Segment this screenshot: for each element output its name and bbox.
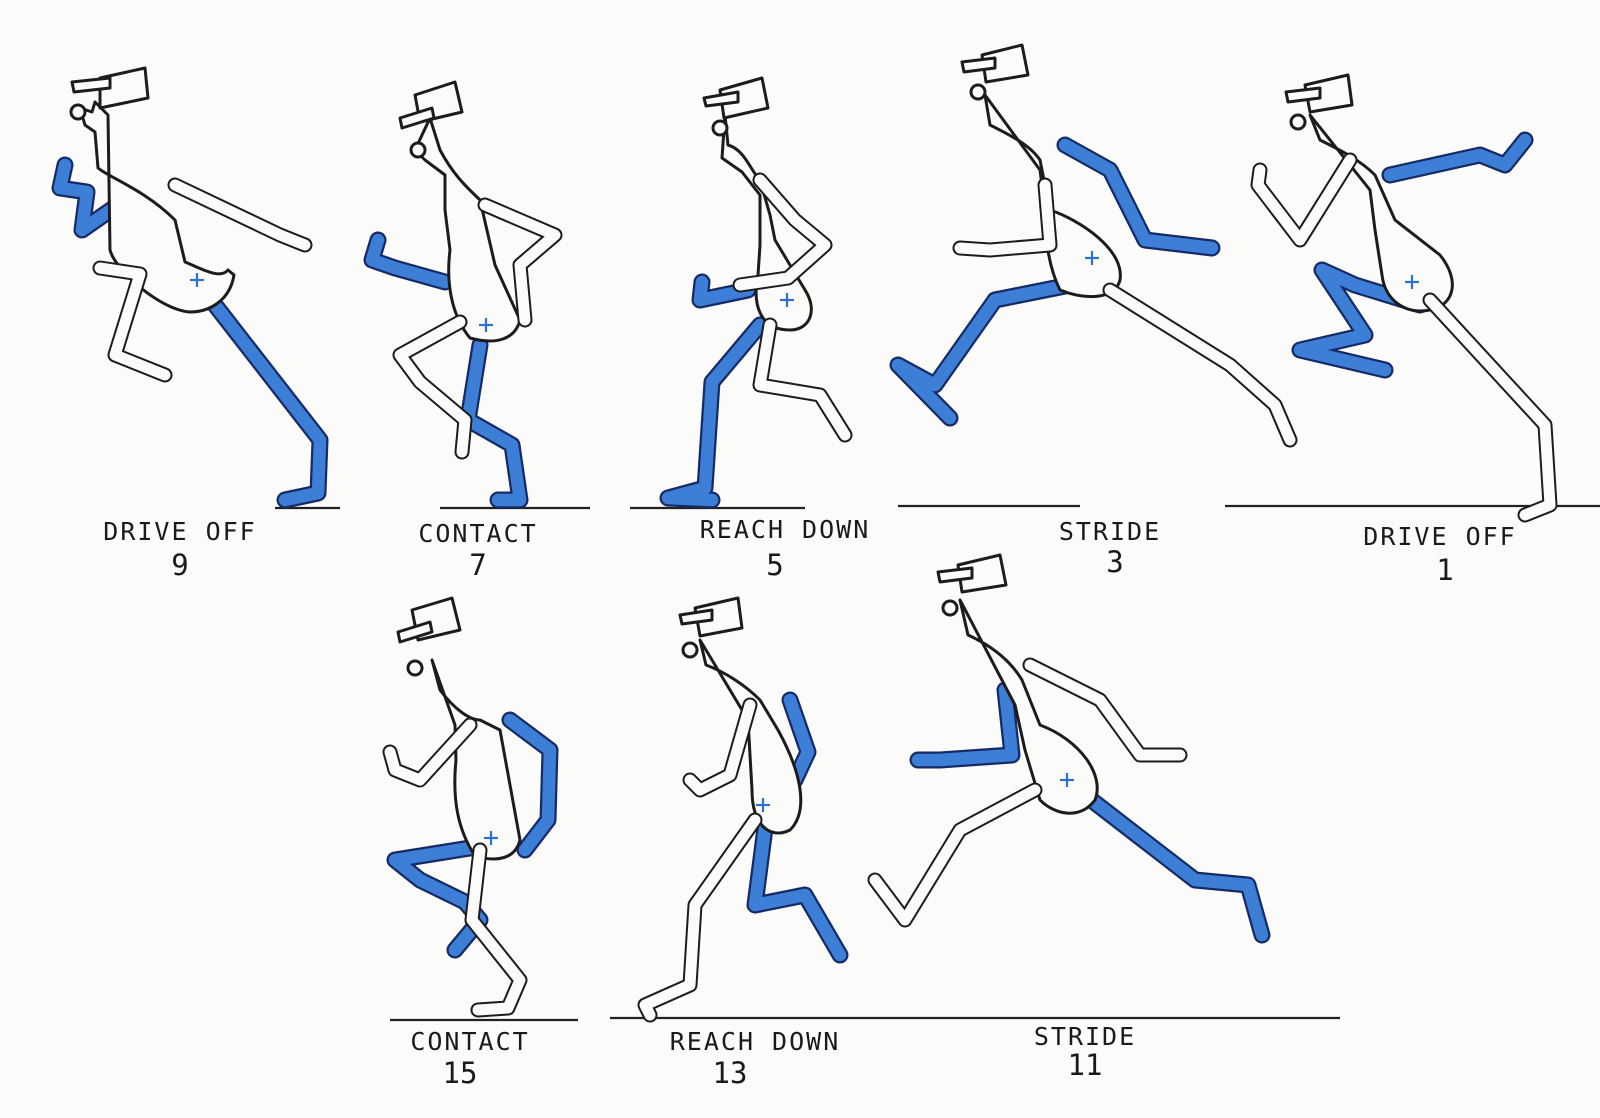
- frame-number: 7: [469, 548, 486, 582]
- runner-frame-5: [659, 76, 853, 509]
- runner-frame-3: [889, 43, 1298, 448]
- near-leg: [1424, 294, 1556, 521]
- runner-frame-7: [363, 80, 563, 509]
- frame-label: REACH DOWN: [670, 1027, 841, 1056]
- hat: [718, 76, 770, 120]
- near-arm: [384, 719, 476, 786]
- near-arm: [1252, 154, 1356, 246]
- near-leg: [94, 262, 171, 381]
- nose: [969, 83, 987, 101]
- frame-number: 11: [1068, 1048, 1103, 1082]
- hat: [693, 596, 744, 638]
- frame-label: DRIVE OFF: [1363, 522, 1516, 551]
- torso: [983, 93, 1122, 299]
- nose: [69, 103, 87, 121]
- runner-frame-11: [867, 553, 1271, 944]
- runner-frame-13: [637, 596, 849, 1023]
- far-arm: [909, 681, 1021, 769]
- near-leg: [466, 844, 526, 1016]
- torso: [958, 598, 1099, 815]
- frame-number: 13: [713, 1056, 748, 1090]
- near-leg: [1104, 284, 1296, 446]
- hat: [980, 43, 1030, 84]
- near-arm: [1024, 659, 1186, 761]
- near-arm: [734, 174, 831, 291]
- frame-label: REACH DOWN: [700, 515, 871, 544]
- runner-frame-9: [51, 66, 329, 509]
- nose: [1289, 113, 1307, 131]
- frame-number: 3: [1106, 545, 1123, 579]
- runner-frame-1: [1250, 73, 1558, 523]
- frame-label: STRIDE: [1034, 1022, 1136, 1051]
- near-arm: [684, 699, 756, 796]
- nose: [711, 119, 729, 137]
- near-leg: [394, 316, 471, 458]
- frame-label: CONTACT: [418, 519, 537, 548]
- near-leg: [639, 814, 761, 1021]
- torso: [698, 638, 803, 835]
- torso: [430, 658, 522, 861]
- torso: [78, 100, 236, 314]
- near-arm: [169, 179, 311, 251]
- frame-number: 1: [1436, 553, 1453, 587]
- nose: [409, 141, 427, 159]
- nose: [681, 641, 699, 659]
- near-leg: [869, 784, 1041, 926]
- nose: [406, 659, 424, 677]
- near-arm: [954, 179, 1056, 256]
- near-arm: [479, 199, 561, 326]
- hat: [1303, 73, 1354, 114]
- frame-label: CONTACT: [410, 1027, 529, 1056]
- torso: [413, 116, 522, 343]
- hat: [956, 553, 1008, 594]
- runner-frame-15: [382, 596, 559, 1018]
- frame-number: 9: [171, 548, 188, 582]
- frame-label: STRIDE: [1059, 517, 1161, 546]
- frame-label: DRIVE OFF: [103, 517, 256, 546]
- hat: [98, 66, 150, 110]
- nose: [941, 599, 959, 617]
- near-leg: [754, 319, 851, 441]
- frame-number: 5: [766, 548, 783, 582]
- frame-number: 15: [443, 1056, 478, 1090]
